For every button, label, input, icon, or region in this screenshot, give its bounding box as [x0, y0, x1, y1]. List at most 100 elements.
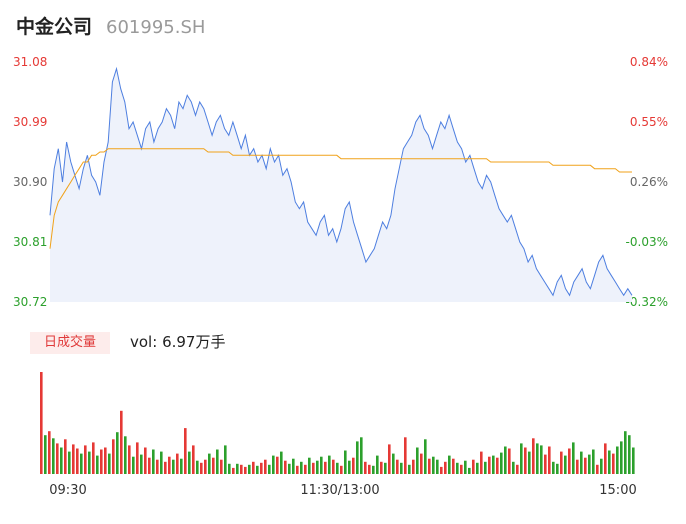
- volume-bar: [84, 445, 87, 474]
- volume-bar: [40, 372, 43, 474]
- volume-bar: [616, 446, 619, 474]
- volume-bar: [488, 456, 491, 474]
- volume-bar: [360, 437, 363, 474]
- y-tick-label-right: -0.03%: [626, 235, 668, 249]
- volume-bar: [376, 455, 379, 474]
- volume-bar: [432, 456, 435, 474]
- volume-bar: [600, 458, 603, 474]
- volume-bar: [104, 447, 107, 474]
- volume-bar: [428, 458, 431, 474]
- volume-bar: [156, 459, 159, 474]
- volume-bar: [196, 460, 199, 474]
- volume-bar: [232, 467, 235, 474]
- volume-bar: [204, 459, 207, 474]
- volume-bar: [368, 464, 371, 474]
- volume-bar: [392, 453, 395, 474]
- volume-bar: [188, 451, 191, 474]
- volume-bar: [96, 455, 99, 474]
- volume-bar: [592, 449, 595, 474]
- x-tick-label: 11:30/13:00: [300, 483, 379, 498]
- volume-bar: [444, 461, 447, 474]
- volume-bar: [580, 451, 583, 474]
- volume-bar: [564, 455, 567, 474]
- volume-bar: [352, 457, 355, 474]
- volume-bar: [424, 439, 427, 474]
- volume-bar: [336, 462, 339, 474]
- volume-bar: [504, 446, 507, 474]
- volume-bar: [356, 441, 359, 474]
- volume-bar: [216, 449, 219, 474]
- volume-bar: [148, 457, 151, 474]
- volume-bar: [284, 460, 287, 474]
- y-tick-label: 30.99: [13, 115, 47, 129]
- volume-bar: [72, 444, 75, 474]
- y-tick-label-right: -0.32%: [626, 295, 668, 309]
- volume-bar: [60, 447, 63, 474]
- volume-bar: [448, 455, 451, 474]
- volume-bar: [536, 443, 539, 474]
- volume-bar: [136, 442, 139, 474]
- volume-bar: [384, 462, 387, 474]
- volume-bar: [612, 453, 615, 474]
- volume-bar: [208, 453, 211, 474]
- volume-bar: [544, 454, 547, 474]
- volume-bar: [556, 463, 559, 474]
- x-tick-label: 15:00: [599, 483, 636, 498]
- volume-bar: [472, 459, 475, 474]
- volume-bar: [68, 451, 71, 474]
- daily-volume-tab[interactable]: 日成交量: [30, 332, 110, 354]
- y-tick-label-right: 0.55%: [630, 115, 668, 129]
- volume-bar: [288, 463, 291, 474]
- volume-bar: [508, 448, 511, 474]
- stock-code: 601995.SH: [106, 17, 206, 38]
- volume-bar: [164, 461, 167, 474]
- volume-bar: [560, 451, 563, 474]
- volume-bar: [168, 456, 171, 474]
- volume-bar: [540, 445, 543, 474]
- volume-bar: [320, 456, 323, 474]
- volume-bar: [112, 439, 115, 474]
- volume-bar: [340, 465, 343, 474]
- volume-bar: [464, 460, 467, 474]
- volume-bar: [116, 432, 119, 474]
- volume-bar: [532, 438, 535, 474]
- volume-bar: [280, 451, 283, 474]
- volume-label: vol:: [130, 333, 158, 351]
- stock-name: 中金公司: [16, 16, 93, 38]
- volume-bar: [76, 448, 79, 474]
- volume-bar: [120, 410, 123, 474]
- volume-bar: [256, 465, 259, 474]
- volume-bar: [412, 459, 415, 474]
- volume-bar: [456, 462, 459, 474]
- volume-bar: [380, 461, 383, 474]
- volume-bar: [132, 456, 135, 474]
- volume-bar: [620, 441, 623, 474]
- volume-bar: [568, 448, 571, 474]
- volume-bar: [48, 431, 51, 474]
- volume-bar: [140, 454, 143, 474]
- volume-bar: [236, 463, 239, 474]
- volume-bar: [56, 443, 59, 474]
- volume-bar: [632, 447, 635, 474]
- volume-bar: [88, 451, 91, 474]
- y-tick-label: 30.90: [13, 175, 47, 189]
- volume-bar: [324, 461, 327, 474]
- volume-bar: [152, 449, 155, 474]
- volume-bar: [416, 447, 419, 474]
- volume-bar: [52, 438, 55, 474]
- volume-bar: [576, 459, 579, 474]
- volume-bar: [92, 442, 95, 474]
- stock-header: 中金公司 601995.SH: [16, 12, 205, 40]
- volume-bar: [364, 461, 367, 474]
- volume-bar: [500, 452, 503, 474]
- volume-bar: [552, 461, 555, 474]
- volume-bar: [44, 435, 47, 474]
- volume-bar: [64, 439, 67, 474]
- volume-bar: [240, 464, 243, 474]
- volume-bar: [304, 464, 307, 474]
- volume-bar: [480, 451, 483, 474]
- average-line: [49, 148, 632, 249]
- volume-bar: [468, 467, 471, 474]
- volume-bar: [192, 445, 195, 474]
